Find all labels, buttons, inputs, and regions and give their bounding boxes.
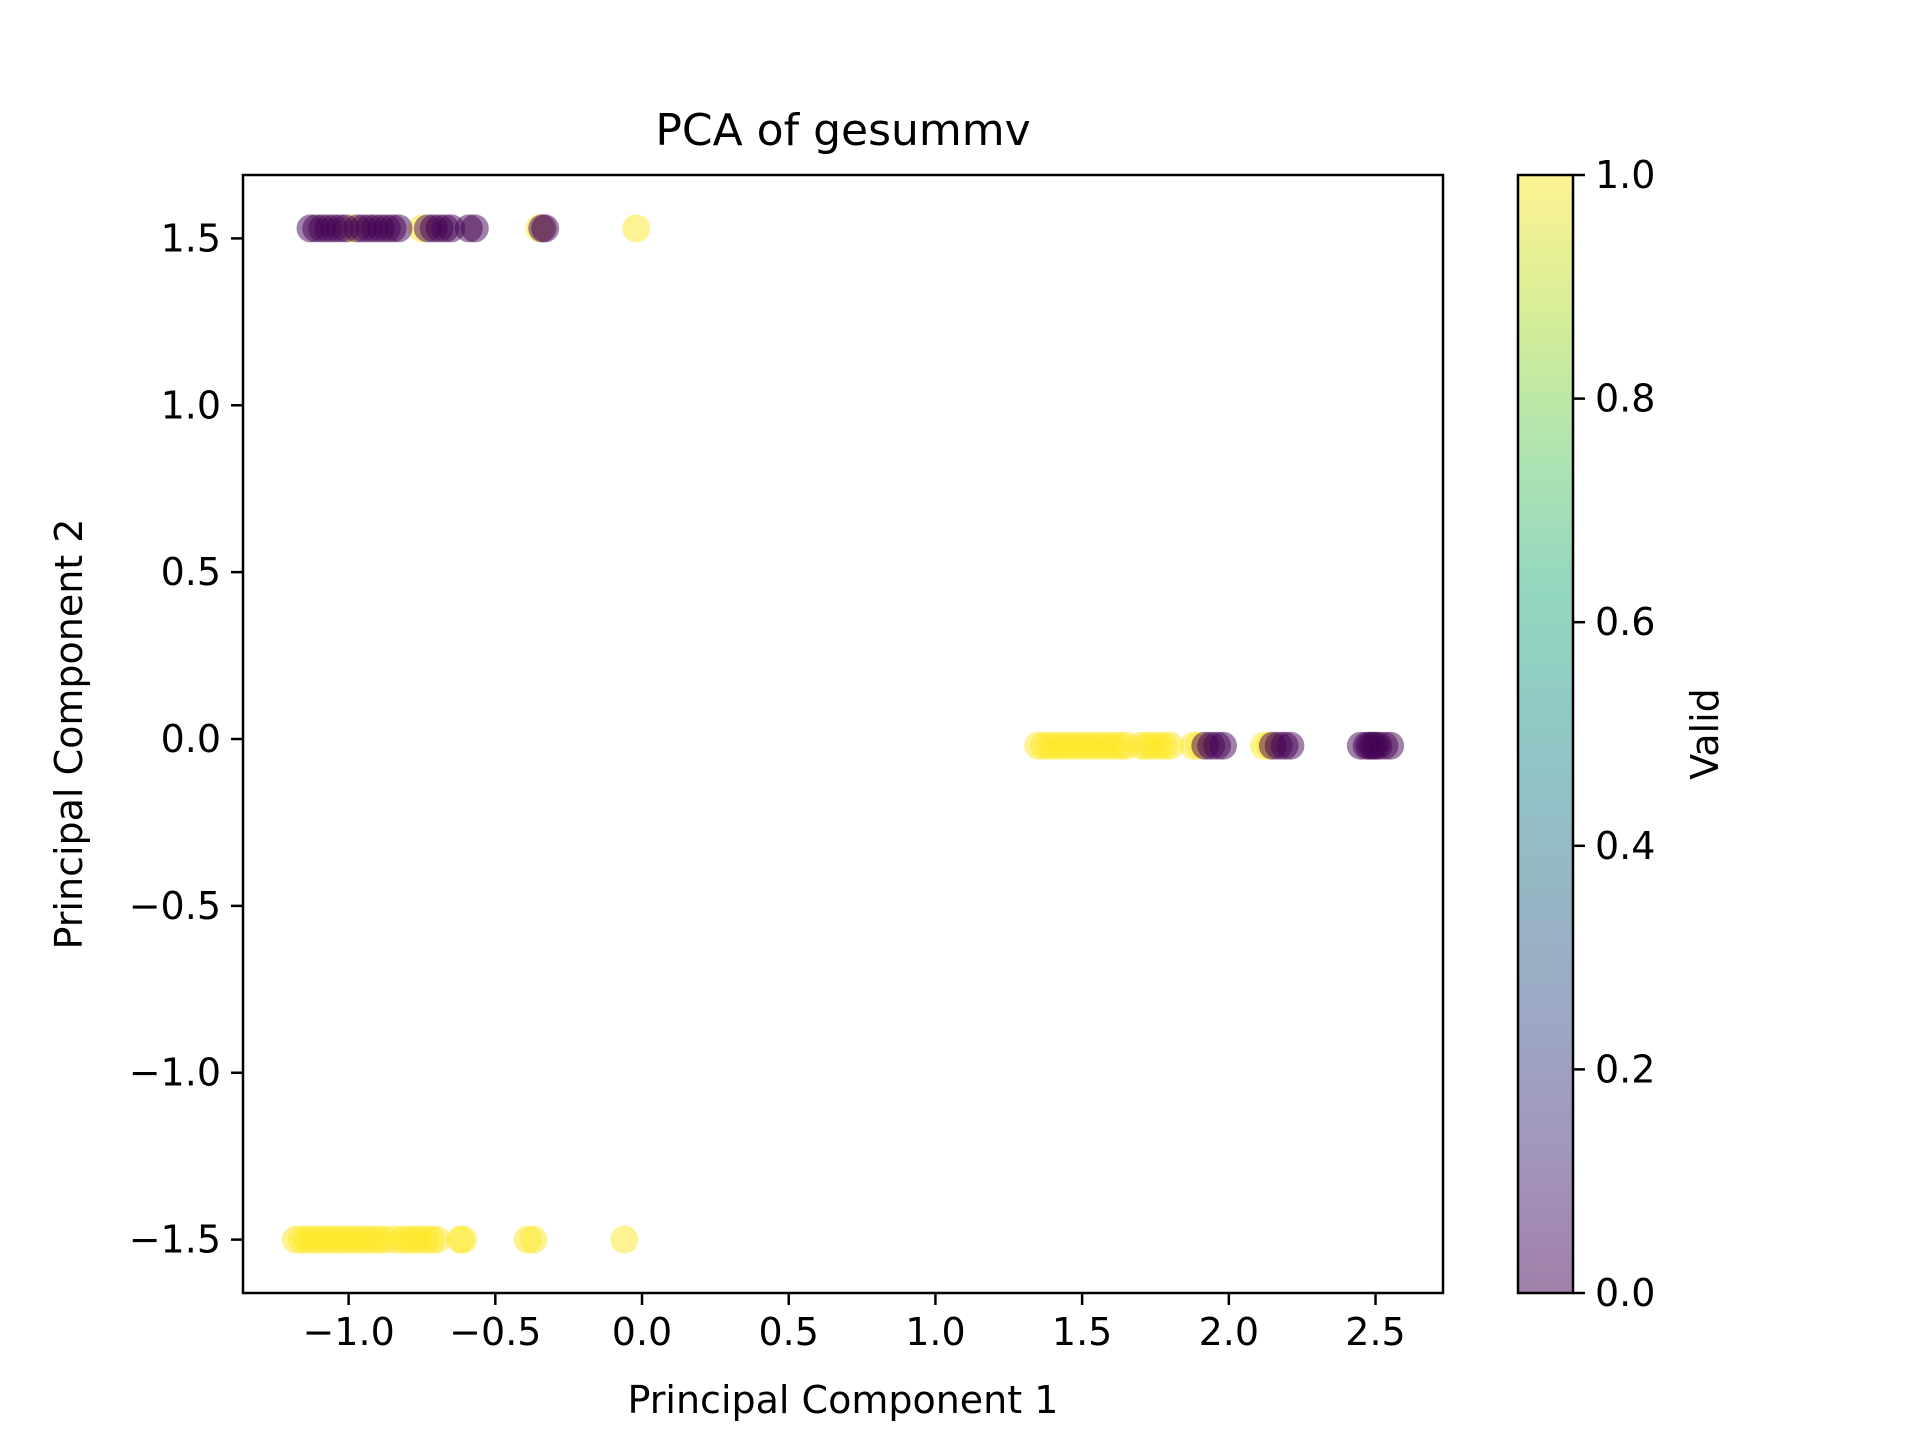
- y-tick-label: 0.0: [161, 717, 221, 761]
- colorbar-label: Valid: [1683, 688, 1727, 780]
- y-axis-ticks: −1.5 −1.0 −0.5 0.0 0.5 1.0 1.5: [129, 216, 243, 1262]
- colorbar: [1516, 173, 1575, 1295]
- scatter-point: [384, 214, 413, 243]
- x-tick-label: −0.5: [449, 1310, 541, 1354]
- scatter-point: [460, 214, 489, 243]
- x-tick-label: 2.0: [1199, 1310, 1259, 1354]
- plot-frame: [241, 173, 1445, 1295]
- colorbar-tick-label: 1.0: [1595, 153, 1655, 197]
- y-tick-label: 1.0: [161, 383, 221, 427]
- colorbar-ticks: 0.0 0.2 0.4 0.6 0.8 1.0: [1573, 153, 1655, 1315]
- x-tick-label: 1.5: [1052, 1310, 1112, 1354]
- x-tick-label: 1.0: [905, 1310, 965, 1354]
- colorbar-tick-label: 0.4: [1595, 824, 1655, 868]
- scatter-point: [519, 1225, 548, 1254]
- x-tick-label: 0.5: [759, 1310, 819, 1354]
- scatter-point: [1209, 731, 1237, 760]
- y-tick-label: 0.5: [161, 550, 221, 594]
- scatter-point: [422, 1225, 451, 1254]
- scatter-point: [531, 214, 560, 243]
- x-tick-label: −1.0: [302, 1310, 394, 1354]
- scatter-point: [449, 1225, 477, 1254]
- colorbar-tick-label: 0.6: [1595, 600, 1655, 644]
- chart-title: PCA of gesummv: [655, 105, 1030, 156]
- y-axis-label: Principal Component 2: [47, 519, 91, 950]
- y-tick-label: −0.5: [129, 884, 221, 928]
- scatter-point: [622, 214, 651, 243]
- colorbar-tick-label: 0.2: [1595, 1047, 1655, 1091]
- x-tick-label: 0.0: [612, 1310, 672, 1354]
- scatter-point: [610, 1225, 639, 1254]
- x-axis-label: Principal Component 1: [628, 1378, 1059, 1422]
- y-tick-label: 1.5: [161, 216, 221, 260]
- colorbar-tick-label: 0.8: [1595, 377, 1655, 421]
- scatter-point: [1276, 731, 1305, 760]
- scatter-points: [281, 214, 1405, 1254]
- colorbar-tick-label: 0.0: [1595, 1271, 1655, 1315]
- y-tick-label: −1.0: [129, 1051, 221, 1095]
- x-tick-label: 2.5: [1345, 1310, 1405, 1354]
- y-tick-label: −1.5: [129, 1218, 221, 1262]
- scatter-point: [1156, 731, 1185, 760]
- x-axis-ticks: −1.0 −0.5 0.0 0.5 1.0 1.5 2.0 2.5: [302, 1293, 1406, 1354]
- scatter-point: [1376, 731, 1405, 760]
